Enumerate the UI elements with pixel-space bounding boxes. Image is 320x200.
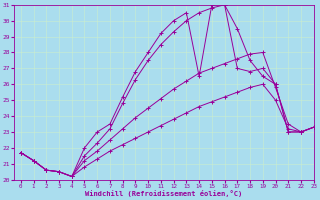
X-axis label: Windchill (Refroidissement éolien,°C): Windchill (Refroidissement éolien,°C) [85, 190, 243, 197]
